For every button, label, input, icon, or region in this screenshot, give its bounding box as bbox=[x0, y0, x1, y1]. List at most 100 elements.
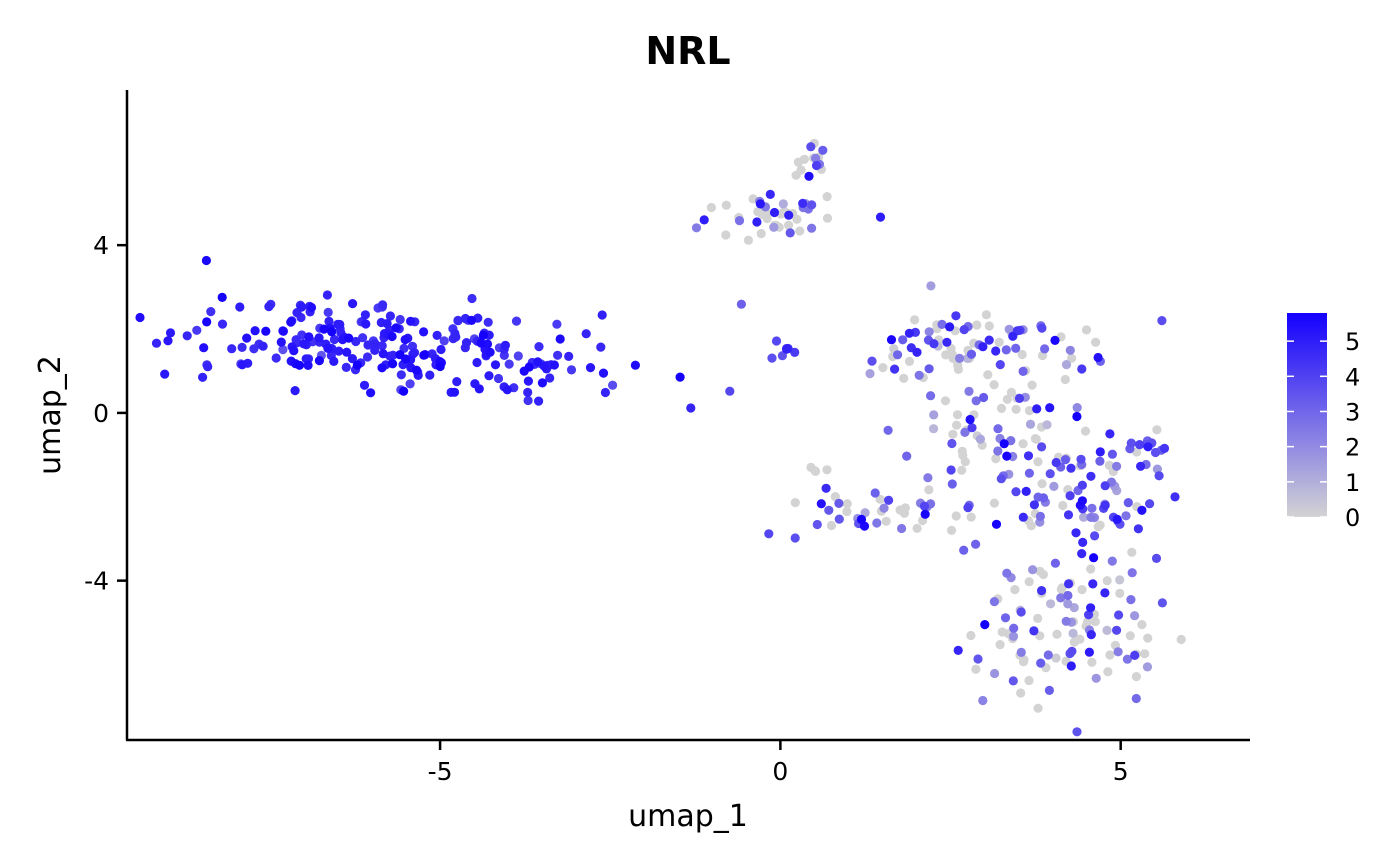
cell-point bbox=[1065, 491, 1075, 501]
cell-point bbox=[1088, 579, 1098, 589]
cell-point bbox=[151, 338, 162, 348]
cell-point bbox=[795, 226, 805, 236]
cell-point bbox=[1130, 650, 1140, 661]
cell-point bbox=[511, 316, 522, 326]
cell-point bbox=[1002, 568, 1012, 578]
cell-point bbox=[1010, 585, 1020, 595]
cell-point bbox=[804, 171, 814, 181]
cell-point bbox=[1009, 623, 1019, 633]
cell-point bbox=[1176, 634, 1186, 645]
cell-point bbox=[1040, 344, 1050, 354]
cell-point bbox=[778, 199, 788, 209]
cell-point bbox=[870, 488, 880, 498]
cell-point bbox=[1024, 468, 1034, 478]
cell-point bbox=[1035, 511, 1045, 521]
cell-point bbox=[975, 434, 986, 444]
cell-point bbox=[995, 640, 1005, 650]
cell-point bbox=[777, 351, 788, 361]
cell-point bbox=[490, 360, 501, 370]
cell-point bbox=[1131, 693, 1141, 704]
cell-point bbox=[1016, 607, 1026, 617]
cell-point bbox=[1072, 411, 1082, 422]
legend-tick-label: 5 bbox=[1345, 328, 1360, 356]
cell-point bbox=[971, 664, 981, 674]
color-legend: 0 1 2 3 4 5 bbox=[1287, 313, 1360, 532]
cell-point bbox=[1112, 625, 1122, 635]
cell-point bbox=[1024, 577, 1034, 587]
x-tick-label: -5 bbox=[428, 757, 453, 786]
cell-point bbox=[1065, 345, 1075, 355]
cell-point bbox=[1001, 345, 1011, 355]
legend-tick-label: 0 bbox=[1345, 504, 1360, 532]
cell-point bbox=[425, 370, 435, 380]
cell-point bbox=[1011, 487, 1021, 497]
cell-point bbox=[303, 360, 313, 370]
cell-point bbox=[769, 207, 780, 218]
cell-point bbox=[1060, 455, 1071, 465]
cell-point bbox=[294, 360, 305, 370]
cell-point bbox=[973, 654, 983, 664]
cell-point bbox=[1016, 647, 1026, 658]
cell-point bbox=[826, 520, 837, 531]
cell-point bbox=[304, 332, 314, 342]
cell-point bbox=[1071, 528, 1081, 538]
cell-point bbox=[163, 336, 173, 346]
cell-point bbox=[524, 362, 534, 372]
cell-point bbox=[1033, 613, 1043, 624]
cell-point bbox=[1095, 456, 1105, 466]
cell-point bbox=[1061, 616, 1071, 626]
cell-point bbox=[329, 356, 339, 366]
cell-point bbox=[966, 630, 976, 641]
cell-point bbox=[1077, 480, 1087, 490]
cell-point bbox=[370, 345, 380, 355]
cell-point bbox=[391, 323, 401, 333]
cell-point bbox=[979, 392, 989, 403]
cell-point bbox=[1095, 520, 1105, 530]
cell-point bbox=[1056, 593, 1066, 603]
cell-point bbox=[1028, 565, 1038, 575]
cell-point bbox=[1090, 617, 1100, 627]
cell-point bbox=[1126, 595, 1136, 605]
x-axis-label: umap_1 bbox=[628, 799, 748, 834]
cell-point bbox=[352, 360, 362, 370]
cell-point bbox=[1086, 630, 1096, 640]
cell-point bbox=[1037, 323, 1047, 333]
cell-point bbox=[948, 353, 958, 363]
cell-point bbox=[1084, 647, 1094, 657]
cell-point bbox=[1060, 374, 1070, 385]
cell-point bbox=[1046, 599, 1056, 609]
legend-tick-label: 1 bbox=[1345, 469, 1360, 497]
cell-point bbox=[1077, 549, 1087, 559]
cell-point bbox=[135, 312, 145, 323]
cell-point bbox=[1095, 447, 1105, 457]
cell-point bbox=[1008, 631, 1019, 642]
cell-point bbox=[1000, 613, 1011, 623]
cell-point bbox=[1115, 575, 1125, 585]
cell-point bbox=[1044, 685, 1054, 696]
cell-point bbox=[1049, 481, 1059, 491]
cell-point bbox=[1086, 564, 1096, 574]
cell-point bbox=[1011, 343, 1021, 353]
cell-point bbox=[467, 315, 477, 325]
cell-point bbox=[875, 494, 885, 504]
cell-point bbox=[1016, 688, 1026, 698]
cell-point bbox=[1011, 404, 1021, 414]
cell-point bbox=[329, 334, 339, 345]
cell-point bbox=[377, 341, 387, 351]
cell-point bbox=[276, 337, 286, 347]
cell-point bbox=[725, 386, 735, 396]
cell-point bbox=[1036, 658, 1046, 668]
cell-point bbox=[378, 300, 388, 310]
cell-point bbox=[765, 189, 775, 199]
cell-point bbox=[811, 160, 822, 171]
cell-point bbox=[818, 145, 828, 155]
cell-point bbox=[396, 370, 406, 380]
cell-point bbox=[1024, 406, 1035, 416]
cell-point bbox=[405, 379, 415, 389]
cell-point bbox=[366, 388, 376, 398]
cell-point bbox=[395, 314, 405, 325]
cell-point bbox=[289, 346, 299, 356]
cell-point bbox=[834, 498, 844, 508]
cell-point bbox=[769, 222, 779, 232]
cell-point bbox=[387, 331, 397, 342]
